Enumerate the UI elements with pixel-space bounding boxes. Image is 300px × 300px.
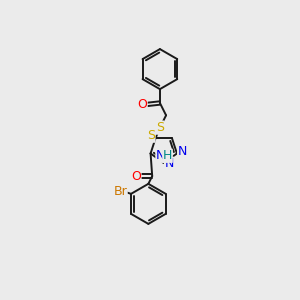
Text: O: O — [137, 98, 147, 111]
Text: S: S — [156, 121, 164, 134]
Text: N: N — [178, 146, 187, 158]
Text: N: N — [156, 149, 165, 162]
Text: S: S — [147, 129, 155, 142]
Text: O: O — [131, 169, 141, 183]
Text: H: H — [163, 149, 172, 162]
Text: N: N — [164, 157, 174, 170]
Text: Br: Br — [113, 185, 127, 198]
